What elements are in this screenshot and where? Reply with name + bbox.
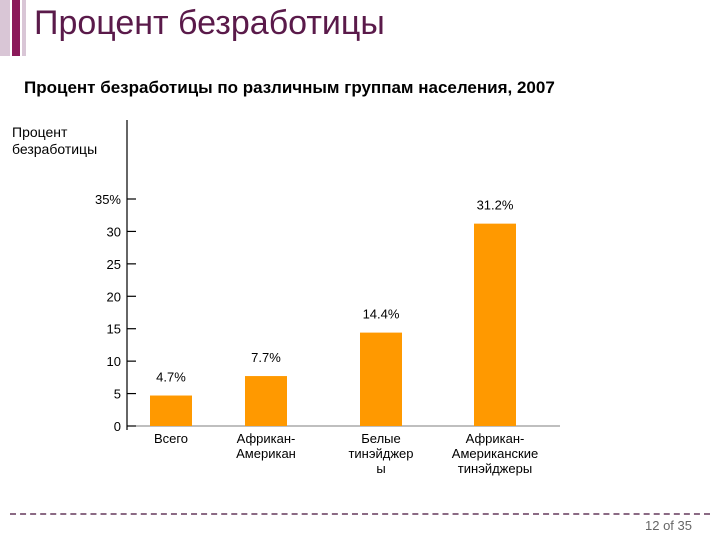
category-label-line: Белые	[361, 431, 401, 446]
title-accent-stripe	[0, 0, 10, 56]
y-tick-label: 25	[107, 257, 121, 272]
category-label-line: тинэйджеры	[458, 461, 532, 476]
category-label: Белые тинэйджер ы	[348, 431, 413, 476]
bar	[474, 223, 516, 426]
y-tick-label: 10	[107, 354, 121, 369]
y-tick-label: 20	[107, 289, 121, 304]
y-axis-label: Процент безработицы	[12, 124, 98, 157]
category-label: Африкан-Американ	[236, 431, 296, 461]
page-number: 12 of 35	[645, 518, 692, 533]
bars	[150, 223, 516, 426]
bar	[150, 395, 192, 426]
bar	[245, 376, 287, 426]
category-label: Всего	[154, 431, 188, 446]
category-label-line: Африкан-	[237, 431, 296, 446]
category-label-line: Американские	[452, 446, 538, 461]
category-label-line: Африкан-	[466, 431, 525, 446]
value-label: 7.7%	[251, 350, 281, 365]
category-label-line: тинэйджер	[348, 446, 413, 461]
bar	[360, 332, 402, 426]
title-accent-stripe	[22, 0, 26, 56]
category-label: Африкан-Американские тинэйджеры	[452, 431, 538, 476]
y-tick-label: 15	[107, 322, 121, 337]
chart-title: Процент безработицы по различным группам…	[24, 78, 555, 97]
y-tick-label: 5	[114, 387, 121, 402]
category-label-line: Американ	[236, 446, 296, 461]
y-axis: 0 5 10 15 20 25 30 35%	[95, 120, 560, 434]
y-tick-label: 30	[107, 224, 121, 239]
value-label: 14.4%	[363, 307, 400, 322]
value-label: 4.7%	[156, 370, 186, 385]
category-label-line: ы	[376, 461, 385, 476]
title-bar: Процент безработицы	[0, 0, 720, 56]
category-label-line: Всего	[154, 431, 188, 446]
title-accent-stripe	[12, 0, 20, 56]
y-tick-label: 35%	[95, 192, 121, 207]
footer-divider	[10, 513, 710, 515]
page-title: Процент безработицы	[34, 4, 385, 42]
y-tick-label: 0	[114, 419, 121, 434]
value-labels: 4.7% 7.7% 14.4% 31.2%	[156, 198, 514, 385]
value-label: 31.2%	[477, 198, 514, 213]
